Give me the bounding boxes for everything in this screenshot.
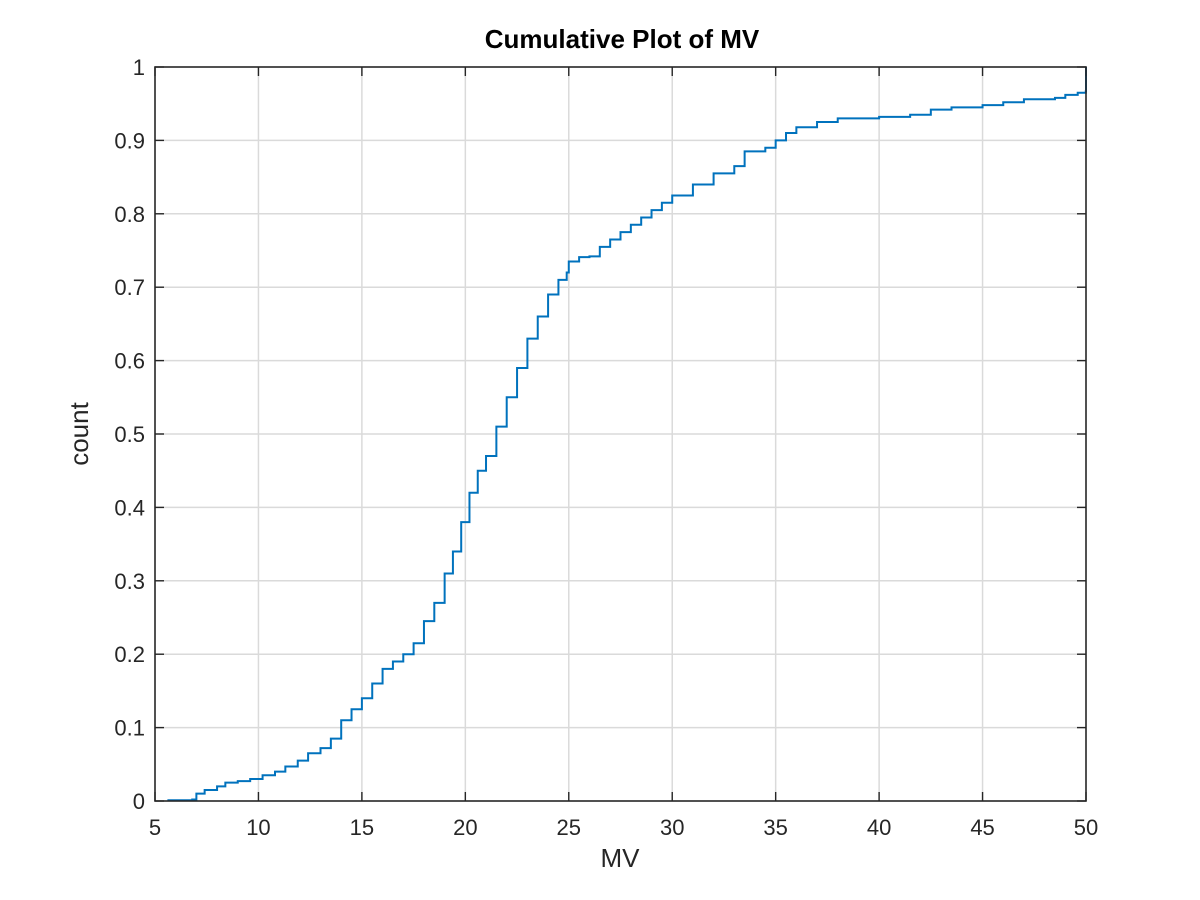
x-tick-label: 25 (557, 815, 581, 840)
x-tick-label: 50 (1074, 815, 1098, 840)
y-tick-label: 0.8 (114, 202, 145, 227)
y-tick-label: 0 (133, 789, 145, 814)
chart-title: Cumulative Plot of MV (485, 24, 760, 54)
x-tick-label: 15 (350, 815, 374, 840)
axis-ticks (154, 66, 1087, 802)
x-tick-label: 30 (660, 815, 684, 840)
y-tick-label: 0.6 (114, 349, 145, 374)
y-tick-label: 0.7 (114, 275, 145, 300)
y-tick-label: 0.3 (114, 569, 145, 594)
y-tick-label: 0.9 (114, 128, 145, 153)
x-tick-label: 40 (867, 815, 891, 840)
x-tick-label: 10 (246, 815, 270, 840)
y-tick-label: 0.1 (114, 716, 145, 741)
x-tick-label: 35 (763, 815, 787, 840)
grid-lines (155, 67, 1086, 801)
y-tick-label: 0.5 (114, 422, 145, 447)
x-axis-label: MV (601, 843, 641, 873)
y-tick-labels: 0 0.1 0.2 0.3 0.4 0.5 0.6 0.7 0.8 0.9 1 (114, 55, 145, 814)
series-line-0 (167, 67, 1087, 802)
series-layer (167, 67, 1087, 802)
y-tick-label: 0.2 (114, 642, 145, 667)
x-tick-labels: 5 10 15 20 25 30 35 40 45 50 (149, 815, 1098, 840)
y-axis-label: count (64, 401, 94, 465)
x-tick-label: 45 (970, 815, 994, 840)
y-tick-label: 1 (133, 55, 145, 80)
x-tick-label: 5 (149, 815, 161, 840)
x-tick-label: 20 (453, 815, 477, 840)
y-tick-label: 0.4 (114, 495, 145, 520)
